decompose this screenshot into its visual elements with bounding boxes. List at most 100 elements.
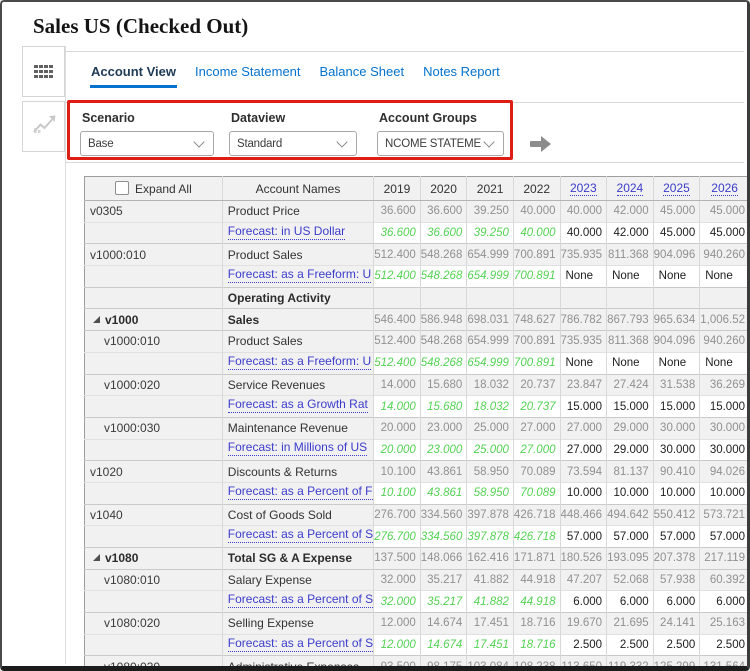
- value-cell[interactable]: 2.500: [606, 633, 654, 656]
- value-cell[interactable]: None: [699, 265, 750, 288]
- value-cell[interactable]: 2.500: [699, 633, 750, 656]
- value-cell[interactable]: 10.000: [699, 481, 750, 505]
- value-cell[interactable]: 15.000: [699, 395, 750, 418]
- value-cell[interactable]: 2.500: [653, 633, 701, 656]
- value-cell[interactable]: 2.500: [560, 633, 608, 656]
- value-cell[interactable]: 397.878: [466, 525, 514, 548]
- value-cell[interactable]: 29.000: [606, 438, 654, 461]
- value-cell[interactable]: 40.000: [513, 221, 561, 244]
- value-cell[interactable]: 45.000: [699, 221, 750, 244]
- value-cell[interactable]: 25.000: [466, 438, 514, 461]
- value-cell[interactable]: 36.600: [420, 221, 468, 244]
- value-cell[interactable]: 6.000: [560, 590, 608, 613]
- value-cell[interactable]: 36.600: [373, 221, 421, 244]
- value-cell[interactable]: None: [560, 265, 608, 288]
- value-cell[interactable]: 6.000: [653, 590, 701, 613]
- value-cell[interactable]: 57.000: [653, 525, 701, 548]
- value-cell[interactable]: 15.000: [653, 395, 701, 418]
- table-row: v1000 Sales 546.400 586.948 698.031 748.627 78…: [84, 308, 750, 331]
- expand-all-checkbox[interactable]: [115, 181, 130, 195]
- value-cell[interactable]: 15.000: [560, 395, 608, 418]
- value-cell[interactable]: 512.400: [373, 265, 421, 288]
- value-cell[interactable]: 20.000: [373, 438, 421, 461]
- value-cell[interactable]: 41.882: [466, 590, 514, 613]
- value-cell[interactable]: 426.718: [513, 525, 561, 548]
- value-cell[interactable]: 654.999: [466, 351, 514, 374]
- dataview-select[interactable]: Standard: [229, 131, 357, 156]
- value-cell[interactable]: 10.000: [560, 481, 608, 505]
- value-cell[interactable]: 30.000: [653, 438, 701, 461]
- value-cell[interactable]: 654.999: [466, 265, 514, 288]
- value-cell[interactable]: 10.000: [606, 481, 654, 505]
- value-cell[interactable]: 512.400: [373, 351, 421, 374]
- value-cell[interactable]: None: [606, 265, 654, 288]
- forecast-link[interactable]: Forecast: as a Percent of S: [227, 592, 374, 609]
- value-cell[interactable]: 12.000: [373, 633, 421, 656]
- value-cell[interactable]: 17.451: [466, 633, 514, 656]
- tab-balance-sheet[interactable]: Balance Sheet: [319, 64, 405, 79]
- collapse-triangle-icon[interactable]: [93, 554, 100, 562]
- value-cell[interactable]: 35.217: [420, 590, 468, 613]
- value-cell[interactable]: 10.100: [373, 481, 421, 505]
- value-cell[interactable]: 30.000: [699, 438, 750, 461]
- value-cell[interactable]: 58.950: [466, 481, 514, 505]
- value-cell[interactable]: 548.268: [420, 351, 468, 374]
- year-link-2026[interactable]: 2026: [711, 181, 738, 196]
- forecast-link[interactable]: Forecast: as a Percent of S: [227, 527, 374, 544]
- value-cell[interactable]: 27.000: [560, 438, 608, 461]
- value-cell[interactable]: 43.861: [420, 481, 468, 505]
- tab-income-statement[interactable]: Income Statement: [195, 64, 301, 79]
- value-cell[interactable]: None: [653, 351, 701, 374]
- value-cell[interactable]: 32.000: [373, 590, 421, 613]
- value-cell: 10.100: [373, 460, 421, 483]
- value-cell[interactable]: 700.891: [513, 351, 561, 374]
- value-cell[interactable]: 23.000: [420, 438, 468, 461]
- value-cell[interactable]: 18.032: [466, 395, 514, 418]
- value-cell[interactable]: 20.737: [513, 395, 561, 418]
- value-cell[interactable]: 57.000: [699, 525, 750, 548]
- forecast-link[interactable]: Forecast: as a Freeform: U: [227, 266, 372, 283]
- value-cell[interactable]: 700.891: [513, 265, 561, 288]
- value-cell[interactable]: 57.000: [560, 525, 608, 548]
- value-cell[interactable]: 15.000: [606, 395, 654, 418]
- forecast-link[interactable]: Forecast: as a Freeform: U: [227, 353, 372, 370]
- forecast-link[interactable]: Forecast: as a Percent of S: [227, 635, 374, 652]
- collapse-triangle-icon[interactable]: [93, 315, 100, 323]
- year-link-2023[interactable]: 2023: [569, 181, 597, 196]
- value-cell[interactable]: 10.000: [653, 481, 701, 505]
- value-cell[interactable]: 44.918: [513, 590, 561, 613]
- value-cell[interactable]: 548.268: [420, 265, 468, 288]
- value-cell[interactable]: 6.000: [699, 590, 750, 613]
- grid-view-button[interactable]: [22, 46, 65, 97]
- value-cell[interactable]: 57.000: [606, 525, 654, 548]
- value-cell[interactable]: None: [606, 351, 654, 374]
- go-button[interactable]: [530, 136, 552, 152]
- value-cell[interactable]: None: [653, 265, 701, 288]
- account-groups-select[interactable]: NCOME STATEMENT: [377, 131, 504, 156]
- value-cell[interactable]: None: [699, 351, 750, 374]
- value-cell[interactable]: 15.680: [420, 395, 468, 418]
- forecast-link[interactable]: Forecast: in Millions of US: [227, 440, 368, 457]
- scenario-select[interactable]: Base: [80, 131, 214, 156]
- tab-account-view[interactable]: Account View: [90, 58, 178, 88]
- forecast-link[interactable]: Forecast: as a Percent of F: [227, 483, 373, 500]
- chart-view-button[interactable]: [22, 101, 65, 152]
- forecast-link[interactable]: Forecast: in US Dollar: [227, 223, 346, 240]
- value-cell[interactable]: 276.700: [373, 525, 421, 548]
- value-cell[interactable]: 42.000: [606, 221, 654, 244]
- value-cell[interactable]: 18.716: [513, 633, 561, 656]
- tab-notes-report[interactable]: Notes Report: [423, 64, 500, 79]
- value-cell[interactable]: 27.000: [513, 438, 561, 461]
- value-cell[interactable]: 14.000: [373, 395, 421, 418]
- value-cell[interactable]: 334.560: [420, 525, 468, 548]
- forecast-link[interactable]: Forecast: as a Growth Rat: [227, 397, 368, 414]
- value-cell[interactable]: 6.000: [606, 590, 654, 613]
- value-cell[interactable]: 14.674: [420, 633, 468, 656]
- value-cell[interactable]: 40.000: [560, 221, 608, 244]
- value-cell[interactable]: 39.250: [466, 221, 514, 244]
- year-link-2024[interactable]: 2024: [616, 181, 644, 196]
- value-cell[interactable]: 45.000: [653, 221, 701, 244]
- value-cell[interactable]: None: [560, 351, 608, 374]
- value-cell[interactable]: 70.089: [513, 481, 561, 505]
- year-link-2025[interactable]: 2025: [663, 181, 690, 196]
